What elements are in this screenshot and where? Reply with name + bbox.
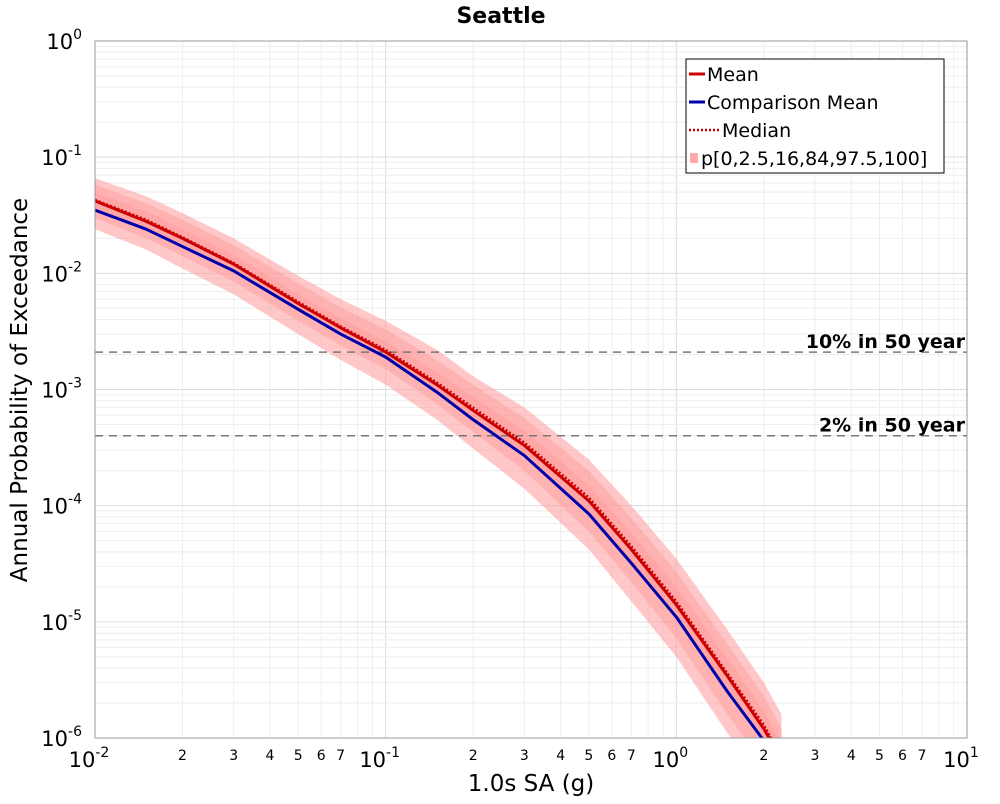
percentile-bands (95, 178, 782, 738)
x-minor-tick-label: 5 (584, 748, 593, 764)
x-tick-label: 10-1 (359, 745, 400, 772)
x-minor-tick-label: 7 (918, 748, 927, 764)
chart-title: Seattle (456, 4, 545, 29)
legend-label: Median (722, 120, 791, 142)
legend: Mean Comparison Mean Median p[0,2.5,16,84,9… (685, 58, 945, 174)
series-line-comparison-mean (95, 208, 764, 738)
x-minor-tick-label: 4 (847, 748, 856, 764)
y-tick-label: 100 (46, 27, 82, 54)
y-tick-label: 10-1 (41, 143, 82, 170)
x-minor-tick-label: 6 (607, 748, 616, 764)
series-lines (95, 198, 773, 738)
x-minor-tick-label: 3 (520, 748, 529, 764)
x-tick-label: 10-2 (69, 745, 110, 772)
x-minor-tick-label: 6 (898, 748, 907, 764)
x-minor-tick-label: 4 (266, 748, 275, 764)
x-axis-label: 1.0s SA (g) (468, 771, 595, 797)
reference-line-label: 10% in 50 year (806, 331, 966, 353)
x-minor-tick-label: 4 (556, 748, 565, 764)
x-minor-tick-label: 3 (811, 748, 820, 764)
x-minor-tick-label: 3 (229, 748, 238, 764)
x-tick-label: 100 (653, 745, 689, 772)
y-tick-label: 10-2 (41, 259, 82, 286)
legend-box (685, 58, 945, 174)
reference-lines: 10% in 50 year 2% in 50 year (95, 331, 967, 437)
y-tick-label: 10-4 (41, 492, 82, 519)
x-tick-label: 101 (943, 745, 979, 772)
series-line-mean (95, 199, 771, 738)
x-minor-tick-label: 6 (317, 748, 326, 764)
legend-label: Comparison Mean (707, 92, 879, 114)
band-p2.5-p97.5 (95, 184, 782, 738)
x-minor-tick-label: 2 (469, 748, 478, 764)
x-minor-tick-label: 7 (627, 748, 636, 764)
legend-swatch (690, 153, 698, 163)
x-minor-tick-label: 2 (178, 748, 187, 764)
x-minor-tick-label: 5 (875, 748, 884, 764)
x-minor-tick-label: 7 (336, 748, 345, 764)
series-line-median (95, 198, 773, 738)
y-tick-label: 10-5 (41, 608, 82, 635)
y-tick-label: 10-6 (41, 724, 82, 751)
y-axis-label: Annual Probability of Exceedance (7, 198, 33, 582)
legend-label: Mean (707, 64, 759, 86)
x-minor-tick-label: 2 (759, 748, 768, 764)
reference-line-label: 2% in 50 year (819, 415, 966, 437)
band-p0-p100 (95, 178, 782, 738)
plot-frame (94, 40, 968, 739)
legend-label: p[0,2.5,16,84,97.5,100] (701, 148, 927, 170)
y-tick-label: 10-3 (41, 376, 82, 403)
x-minor-tick-label: 5 (294, 748, 303, 764)
